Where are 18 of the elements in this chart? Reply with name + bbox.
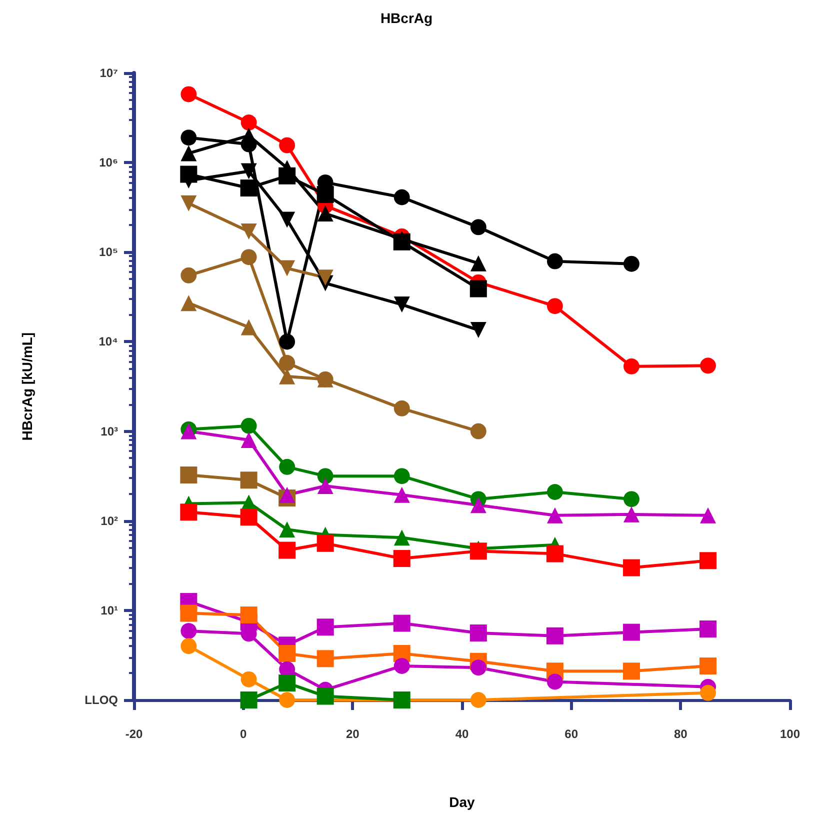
chart-title: HBcrAg [380, 10, 433, 26]
x-tick-label: 20 [346, 727, 360, 741]
x-tick-label: 80 [674, 727, 688, 741]
y-tick-label: LLOQ [84, 693, 118, 707]
y-tick-label: 10⁵ [99, 245, 118, 260]
y-tick-label: 10¹ [100, 603, 118, 618]
x-tick-label: 60 [564, 727, 578, 741]
y-axis-title: HBcrAg [kU/mL] [19, 332, 35, 441]
y-tick-label: 10³ [100, 424, 118, 438]
x-tick-label: -20 [125, 727, 143, 741]
y-tick-label: 10⁷ [100, 66, 118, 80]
x-axis-title: Day [449, 794, 476, 810]
x-tick-label: 100 [780, 727, 800, 741]
x-tick-label: 0 [240, 727, 247, 741]
y-tick-label: 10² [100, 514, 118, 528]
x-tick-label: 40 [455, 727, 469, 741]
y-tick-label: 10⁴ [98, 334, 118, 349]
y-tick-label: 10⁶ [99, 156, 118, 170]
